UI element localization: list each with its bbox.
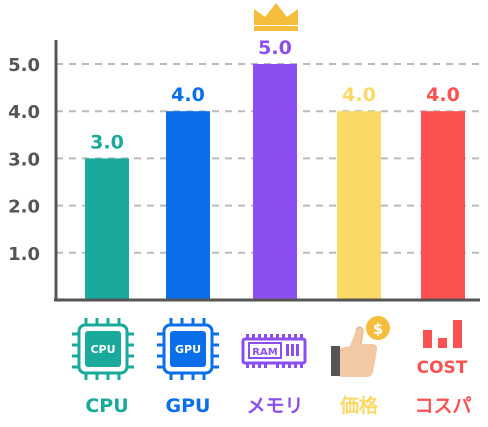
coin-icon-text: $ [373, 320, 383, 338]
x-tick-label: CPU [85, 395, 128, 417]
x-tick-label: GPU [166, 395, 211, 417]
y-tick-label: 4.0 [8, 102, 40, 123]
value-labels: 3.0 4.0 5.0 4.0 4.0 [90, 37, 460, 153]
bar [421, 111, 465, 300]
y-tick-label: 5.0 [8, 55, 40, 76]
bar [253, 64, 297, 300]
data-label: 4.0 [342, 84, 376, 106]
gpu-icon-text: GPU [175, 343, 201, 356]
y-tick-label: 3.0 [8, 149, 40, 170]
cpu-icon-text: CPU [90, 343, 115, 356]
category-labels: CPU GPU メモリ 価格 コスパ [85, 394, 471, 417]
bar [337, 111, 381, 300]
gpu-chip-icon: GPU [157, 318, 219, 380]
crown-icon [254, 3, 298, 31]
price-thumbs-up-icon: $ [331, 316, 390, 377]
cost-icon-text: COST [417, 358, 468, 378]
x-tick-label: 価格 [339, 394, 379, 417]
cpu-chip-icon: CPU [72, 318, 134, 380]
data-label: 4.0 [426, 84, 460, 106]
y-tick-label: 1.0 [8, 244, 40, 265]
x-tick-label: メモリ [246, 395, 303, 417]
y-tick-labels: 1.0 2.0 3.0 4.0 5.0 [8, 55, 40, 265]
cost-chart-icon: COST [417, 320, 468, 378]
ram-icon-text: RAM [252, 347, 277, 358]
data-label: 4.0 [171, 84, 205, 106]
data-label: 3.0 [90, 131, 124, 153]
bars [85, 64, 465, 300]
y-tick-label: 2.0 [8, 197, 40, 218]
bar [166, 111, 210, 300]
bar [85, 158, 129, 300]
data-label: 5.0 [258, 37, 292, 59]
x-tick-label: コスパ [414, 395, 471, 417]
ram-stick-icon: RAM [241, 334, 307, 368]
